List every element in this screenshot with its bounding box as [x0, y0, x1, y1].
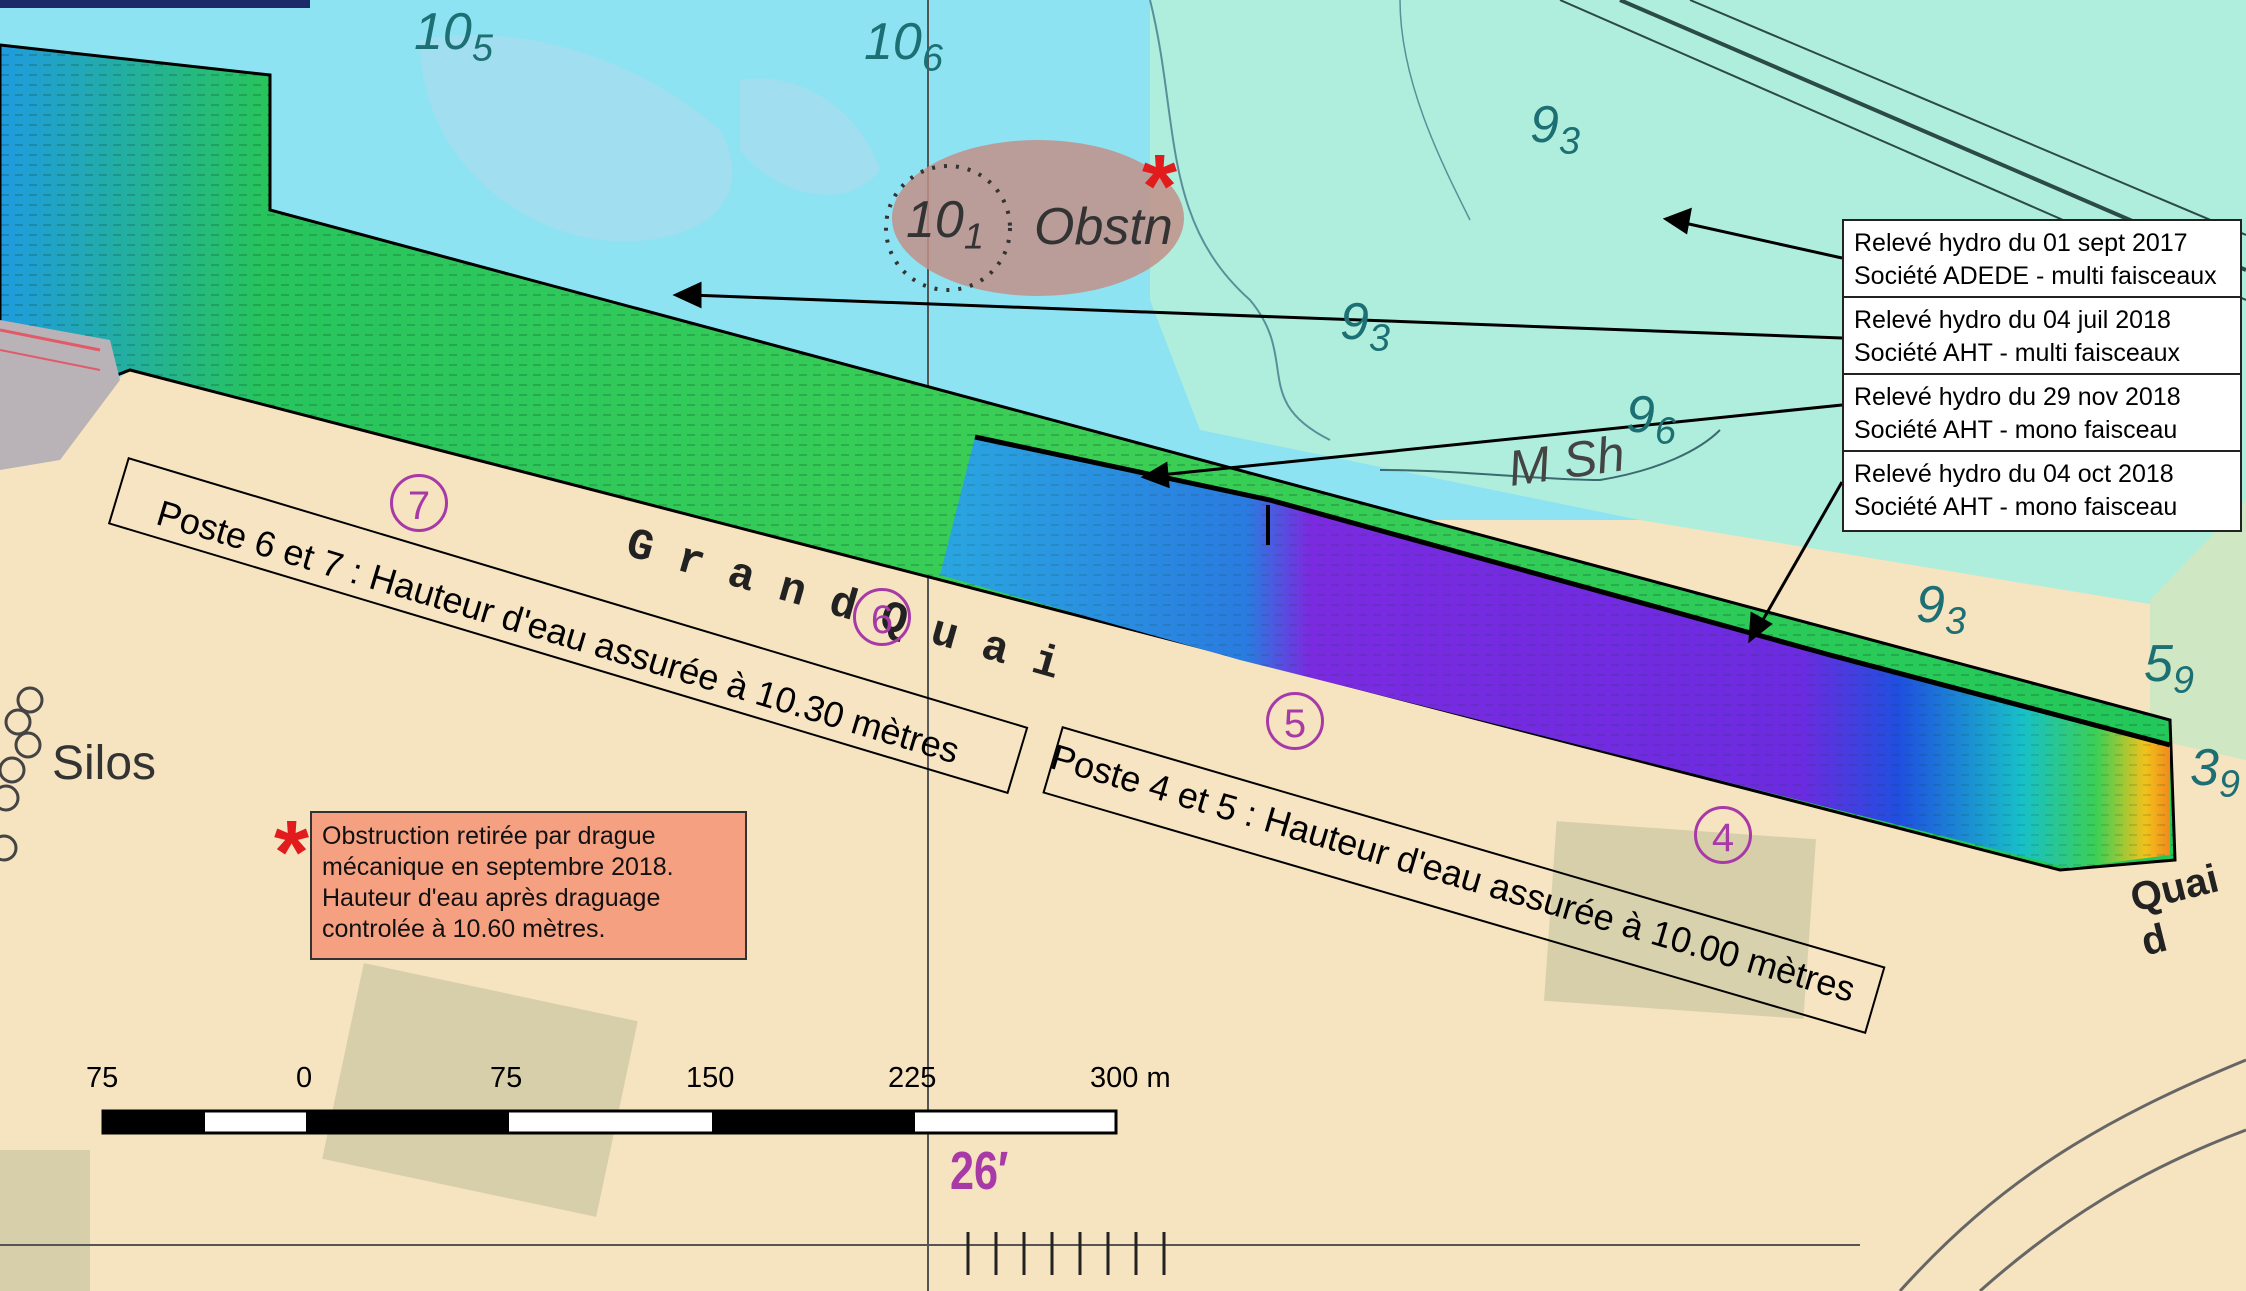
obstruction-label: Obstn — [1034, 198, 1173, 256]
sounding: 93 — [1916, 576, 1967, 643]
legend-entry-aht-juil: Relevé hydro du 04 juil 2018 Société AHT… — [1842, 296, 2242, 378]
legend-entry-aht-oct: Relevé hydro du 04 oct 2018 Société AHT … — [1842, 450, 2242, 532]
sounding: 93 — [1530, 96, 1581, 163]
sounding: 105 — [414, 3, 493, 70]
scale-label: 150 — [686, 1062, 735, 1094]
note-line: controlée à 10.60 mètres. — [322, 915, 606, 943]
sounding: 106 — [864, 13, 943, 80]
legend-date: Relevé hydro du 01 sept 2017 — [1854, 229, 2188, 257]
scale-bar — [101, 1109, 1118, 1135]
legend-company: Société AHT - multi faisceaux — [1854, 339, 2181, 367]
obstruction-note: Obstruction retirée par drague mécanique… — [310, 811, 747, 960]
note-line: Hauteur d'eau après draguage — [322, 884, 661, 912]
scale-label: 75 — [490, 1062, 523, 1094]
legend-company: Société AHT - mono faisceau — [1854, 416, 2178, 444]
berth-number: 5 — [1266, 692, 1324, 750]
sounding: 39 — [2190, 739, 2241, 806]
legend-entry-adede: Relevé hydro du 01 sept 2017 Société ADE… — [1842, 219, 2242, 301]
sounding: 96 — [1626, 386, 1677, 453]
sounding: 59 — [2144, 635, 2195, 702]
note-line: mécanique en septembre 2018. — [322, 853, 674, 881]
scale-label: 300 m — [1090, 1062, 1171, 1094]
note-line: Obstruction retirée par drague — [322, 822, 656, 850]
legend-date: Relevé hydro du 04 oct 2018 — [1854, 460, 2174, 488]
obstruction-marker: * — [1142, 137, 1178, 237]
legend-date: Relevé hydro du 04 juil 2018 — [1854, 306, 2171, 334]
scale-label: 0 — [296, 1062, 313, 1094]
obstruction-depth: 101 — [906, 191, 984, 257]
legend-date: Relevé hydro du 29 nov 2018 — [1854, 383, 2181, 411]
legend-entry-aht-nov: Relevé hydro du 29 nov 2018 Société AHT … — [1842, 373, 2242, 455]
scale-label: 225 — [888, 1062, 937, 1094]
berth-number: 4 — [1694, 806, 1752, 864]
berth-number: 6 — [853, 588, 911, 646]
sounding: 93 — [1340, 293, 1391, 360]
silos-label: Silos — [52, 737, 157, 790]
scale-label: 75 — [86, 1062, 119, 1094]
berth-number: 7 — [390, 474, 448, 532]
obstruction-ellipse — [892, 140, 1184, 296]
legend-company: Société ADEDE - multi faisceaux — [1854, 262, 2217, 290]
note-marker: * — [274, 803, 310, 903]
latitude-label: 26′ — [950, 1141, 1009, 1201]
legend-company: Société AHT - mono faisceau — [1854, 493, 2178, 521]
